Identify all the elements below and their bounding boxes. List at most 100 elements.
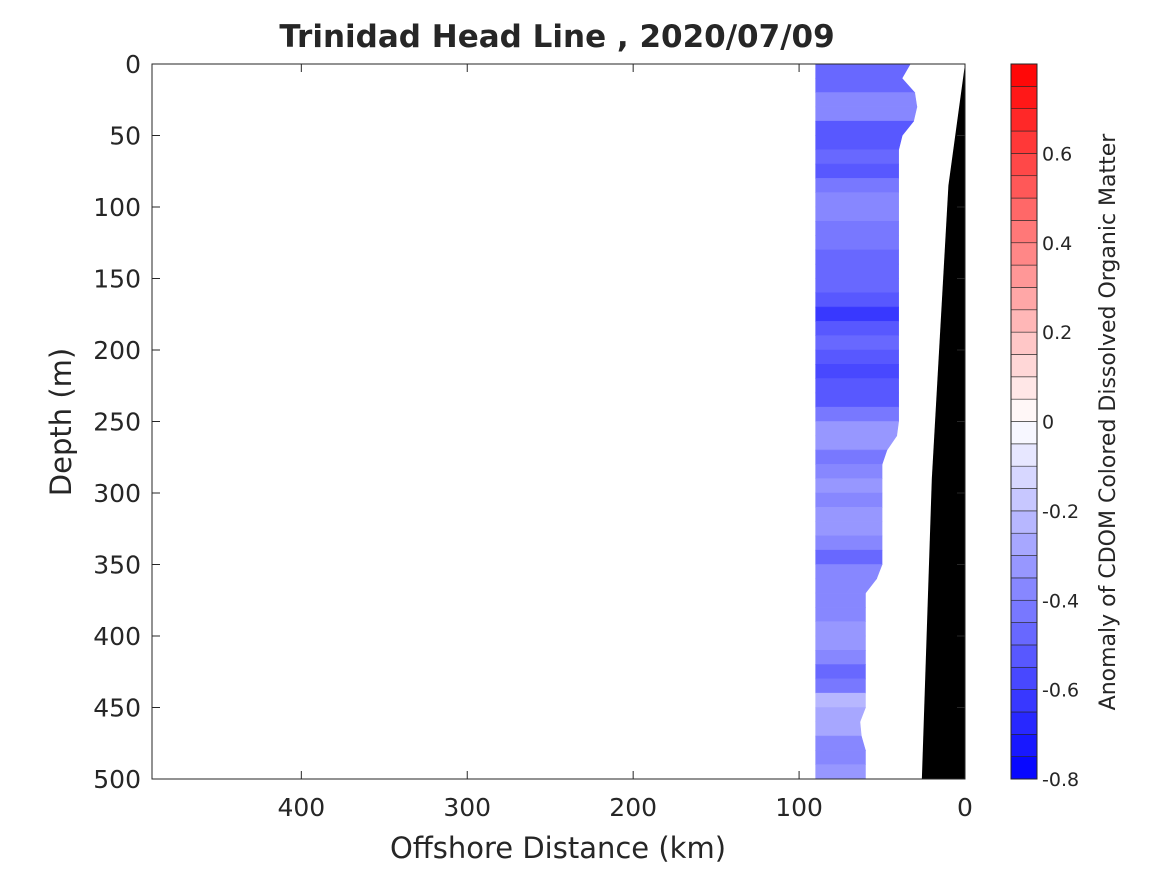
y-tick-label: 300	[93, 479, 141, 508]
anomaly-band	[815, 578, 878, 594]
colorbar-tick-label: 0.2	[1042, 322, 1072, 344]
y-axis-label: Depth (m)	[44, 348, 78, 496]
colorbar-level	[1010, 622, 1038, 646]
colorbar-tick-label: -0.8	[1042, 769, 1079, 791]
anomaly-band	[815, 750, 866, 766]
anomaly-band	[815, 721, 862, 737]
colorbar-level	[1010, 421, 1038, 445]
colorbar-level	[1010, 711, 1038, 735]
colorbar-level	[1010, 175, 1038, 199]
anomaly-band	[815, 321, 899, 337]
chart-title: Trinidad Head Line , 2020/07/09	[279, 19, 834, 55]
anomaly-band	[815, 664, 866, 680]
colorbar-frame	[1010, 63, 1038, 780]
colorbar-level	[1010, 756, 1038, 780]
anomaly-band	[815, 363, 899, 379]
colorbar-level	[1010, 153, 1038, 177]
colorbar-level	[1010, 197, 1038, 221]
colorbar-level	[1010, 376, 1038, 400]
colorbar-level	[1010, 130, 1038, 154]
colorbar-level	[1010, 354, 1038, 378]
x-tick-label: 300	[443, 793, 491, 822]
colorbar-level	[1010, 108, 1038, 132]
y-axis: 0 50 100 150 200 250 300 350 400 450 500	[93, 50, 965, 794]
colorbar-level	[1010, 465, 1038, 489]
anomaly-band	[815, 549, 883, 565]
x-tick-label: 200	[609, 793, 657, 822]
anomaly-band	[815, 392, 899, 408]
anomaly-band	[815, 349, 899, 365]
anomaly-band	[815, 163, 899, 179]
x-tick-label: 0	[957, 793, 973, 822]
colorbar-level	[1010, 309, 1038, 333]
y-tick-label: 200	[93, 336, 141, 365]
anomaly-band	[815, 707, 866, 723]
colorbar-level	[1010, 532, 1038, 556]
anomaly-band	[815, 106, 918, 122]
anomaly-band	[815, 564, 883, 580]
anomaly-band	[815, 78, 916, 93]
anomaly-band	[815, 178, 899, 193]
colorbar-level	[1010, 488, 1038, 512]
seafloor-bathymetry	[921, 64, 965, 779]
anomaly-band	[815, 64, 911, 79]
anomaly-band	[815, 406, 899, 422]
anomaly-band	[815, 735, 866, 751]
colorbar-level	[1010, 510, 1038, 534]
anomaly-band	[815, 278, 899, 294]
anomaly-band	[815, 149, 899, 165]
colorbar-level	[1010, 242, 1038, 266]
colorbar-level	[1010, 220, 1038, 244]
colorbar-level	[1010, 599, 1038, 623]
colorbar-level	[1010, 689, 1038, 713]
x-axis-label: Offshore Distance (km)	[390, 831, 726, 865]
colorbar: 0.6 0.4 0.2 0 -0.2 -0.4 -0.6 -0.8	[1010, 63, 1079, 791]
y-tick-label: 150	[93, 265, 141, 294]
colorbar-level	[1010, 443, 1038, 467]
y-tick-label: 500	[93, 765, 141, 794]
y-tick-label: 400	[93, 622, 141, 651]
anomaly-band	[815, 492, 883, 508]
anomaly-band	[815, 335, 899, 351]
anomaly-band	[815, 678, 866, 694]
anomaly-band	[815, 249, 899, 265]
colorbar-label: Anomaly of CDOM Colored Dissolved Organi…	[1096, 133, 1121, 711]
anomaly-band	[815, 649, 866, 665]
colorbar-level	[1010, 734, 1038, 757]
anomaly-band	[815, 764, 866, 779]
colorbar-level	[1010, 555, 1038, 579]
anomaly-band	[815, 421, 899, 437]
anomaly-band	[815, 378, 899, 394]
colorbar-level	[1010, 264, 1038, 288]
x-tick-label: 100	[775, 793, 823, 822]
anomaly-band	[815, 592, 866, 608]
colorbar-level	[1010, 287, 1038, 311]
plot-area	[815, 64, 965, 779]
anomaly-band	[815, 607, 866, 623]
colorbar-level	[1010, 644, 1038, 668]
colorbar-tick-label: 0.6	[1042, 143, 1072, 165]
colorbar-tick-label: 0.4	[1042, 233, 1072, 255]
colorbar-level	[1010, 331, 1038, 355]
anomaly-band	[815, 635, 866, 651]
anomaly-band	[815, 206, 899, 222]
anomaly-band	[815, 478, 883, 494]
anomaly-band	[815, 120, 915, 136]
anomaly-band	[815, 263, 899, 279]
anomaly-band	[815, 92, 918, 108]
anomaly-band	[815, 435, 898, 451]
anomaly-band	[815, 521, 883, 537]
colorbar-level	[1010, 63, 1038, 87]
colorbar-tick-label: -0.2	[1042, 501, 1079, 523]
anomaly-band	[815, 221, 899, 236]
anomaly-band	[815, 449, 888, 465]
y-tick-label: 350	[93, 551, 141, 580]
anomaly-band	[815, 506, 883, 522]
anomaly-band	[815, 235, 899, 251]
colorbar-level	[1010, 398, 1038, 422]
anomaly-band	[815, 464, 883, 480]
anomaly-band	[815, 192, 899, 208]
y-tick-label: 0	[125, 50, 141, 79]
y-tick-label: 250	[93, 408, 141, 437]
